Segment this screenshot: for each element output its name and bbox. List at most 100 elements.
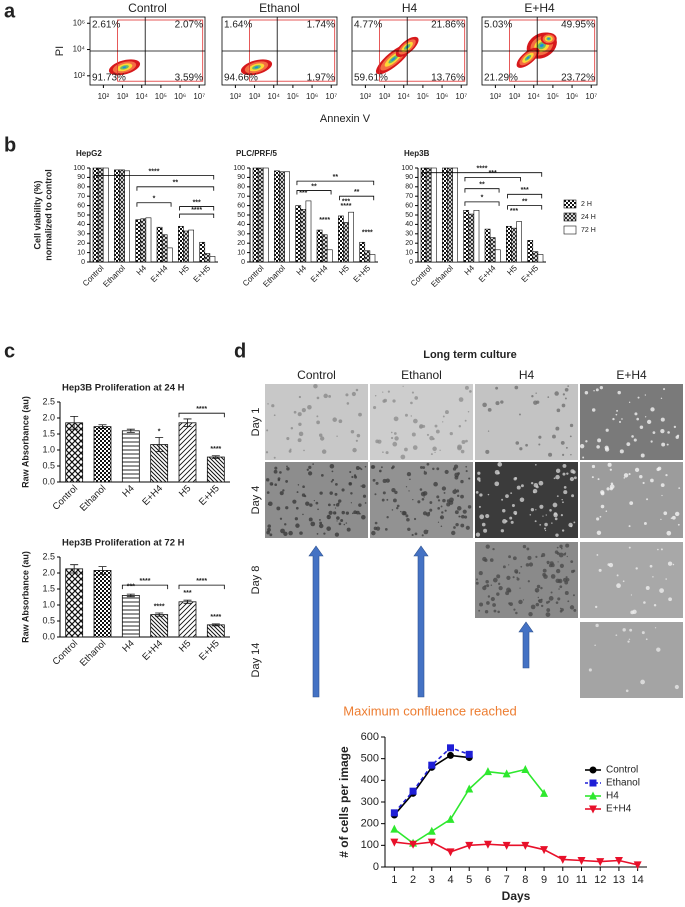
cell (559, 544, 563, 549)
bar (206, 624, 225, 638)
bar (199, 241, 206, 263)
cell (430, 453, 433, 456)
cell (269, 533, 273, 537)
cell (519, 587, 521, 589)
bar (532, 251, 539, 263)
cell (616, 583, 621, 589)
cell (563, 486, 567, 489)
bar (93, 570, 112, 638)
cell (411, 391, 414, 394)
x-tick-label: 14 (632, 874, 644, 886)
cell (487, 430, 490, 432)
cell (445, 410, 449, 415)
y-tick-label: 400 (361, 774, 379, 786)
cell (636, 417, 639, 421)
cell (548, 595, 554, 601)
cell (374, 521, 378, 525)
quadrant-label: 1.74% (307, 20, 335, 31)
cell (313, 499, 315, 502)
bar (97, 167, 104, 263)
cell (569, 605, 575, 610)
cell (328, 517, 330, 520)
marker (465, 784, 474, 793)
cell (381, 498, 385, 502)
quadrant-label: 13.76% (431, 73, 465, 84)
cell (402, 385, 404, 387)
y-tick-label: 500 (361, 753, 379, 765)
cell (442, 421, 444, 423)
cell (498, 582, 501, 585)
cell (511, 504, 515, 508)
cell (455, 489, 460, 493)
cell (674, 511, 680, 517)
cell (334, 492, 338, 496)
y-tick-label: 0 (241, 259, 245, 266)
cell (654, 627, 657, 629)
significance-label: ** (311, 183, 317, 190)
cell (298, 431, 304, 437)
bar (326, 249, 333, 263)
cell (667, 431, 670, 434)
significance-label: *** (183, 590, 191, 597)
cell (432, 446, 437, 452)
marker (427, 838, 436, 847)
significance-label: **** (196, 406, 207, 413)
x-tick-label: H5 (177, 263, 191, 277)
x-tick-label: E+H5 (352, 263, 373, 284)
cell (435, 429, 440, 434)
cell (304, 495, 307, 498)
bar (209, 256, 216, 263)
cell (615, 634, 618, 637)
cell (558, 588, 560, 590)
bar (359, 241, 366, 263)
cell (457, 444, 462, 450)
cell (520, 565, 523, 568)
cell (313, 383, 318, 389)
x-tick-label: 10² (360, 92, 372, 101)
cell (333, 511, 337, 515)
cell (528, 562, 534, 567)
cell (323, 532, 326, 535)
cell (377, 439, 382, 444)
cell (434, 451, 436, 454)
cell (413, 517, 417, 521)
cell (660, 429, 665, 434)
cell (616, 409, 619, 412)
cell (516, 577, 520, 581)
cell (392, 441, 398, 447)
cell (534, 588, 540, 593)
cell (570, 454, 572, 456)
density-blob (526, 56, 530, 60)
cell (340, 519, 344, 522)
cell (604, 447, 610, 452)
cell (629, 501, 634, 505)
cell (285, 506, 289, 510)
cell (454, 488, 457, 491)
quadrant-label: 1.64% (224, 20, 252, 31)
cell (607, 563, 611, 566)
bar (135, 219, 142, 263)
cell (535, 392, 537, 394)
y-tick-label: 0.0 (42, 631, 55, 641)
cell (425, 512, 431, 517)
cell (645, 586, 650, 590)
significance-bracket (339, 195, 375, 201)
cell (542, 515, 544, 517)
cell (382, 391, 384, 393)
cell (456, 506, 462, 511)
cell (564, 387, 569, 392)
cell (323, 393, 328, 399)
cell (665, 578, 667, 580)
cell (302, 513, 304, 516)
cell (548, 452, 553, 457)
cell (665, 474, 668, 477)
cell (562, 453, 565, 456)
cell (660, 397, 663, 400)
x-tick-label: 1 (391, 874, 397, 886)
significance-bracket (93, 175, 215, 180)
x-tick-label: 10⁵ (287, 92, 299, 101)
cell (568, 522, 573, 528)
cell (405, 486, 408, 488)
legend-swatch (563, 212, 577, 222)
x-tick-label: E+H5 (197, 483, 222, 508)
